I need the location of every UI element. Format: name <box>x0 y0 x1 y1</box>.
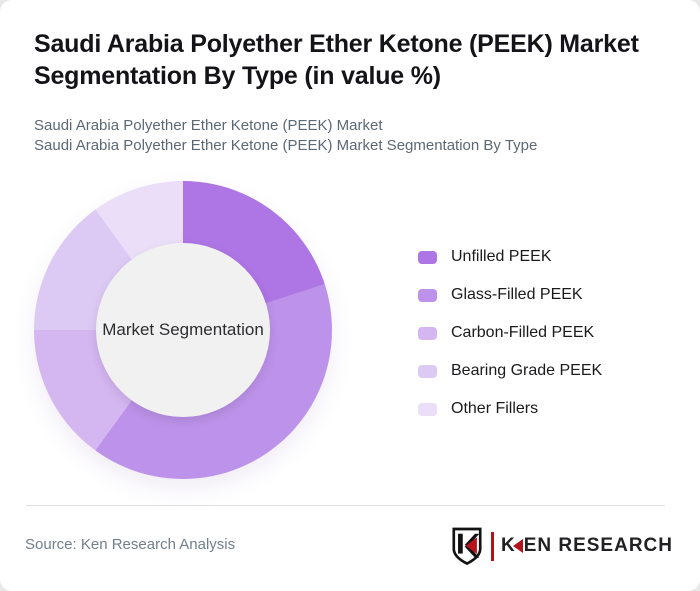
logo-separator <box>490 531 494 561</box>
donut-chart: Market Segmentation <box>34 181 332 479</box>
chart-subtitles: Saudi Arabia Polyether Ether Ketone (PEE… <box>34 116 654 155</box>
legend-item: Bearing Grade PEEK <box>418 361 602 381</box>
logo-wordmark-k: K <box>500 535 516 556</box>
ken-shield-icon <box>452 527 482 565</box>
legend-swatch <box>418 288 437 302</box>
footer-divider <box>26 505 665 506</box>
ken-research-logo: K EN RESEARCH <box>450 527 673 565</box>
subtitle-line-1: Saudi Arabia Polyether Ether Ketone (PEE… <box>34 117 383 134</box>
donut-center-label: Market Segmentation <box>102 320 264 339</box>
logo-wordmark: K EN RESEARCH <box>501 535 673 557</box>
legend-label: Glass-Filled PEEK <box>451 286 583 303</box>
red-triangle-icon <box>512 539 523 553</box>
legend-item: Other Fillers <box>418 399 602 419</box>
legend-swatch <box>418 364 437 378</box>
legend-item: Glass-Filled PEEK <box>418 285 602 305</box>
donut-center: Market Segmentation <box>96 243 270 417</box>
legend-label: Bearing Grade PEEK <box>451 362 603 379</box>
legend-item: Carbon-Filled PEEK <box>418 323 602 343</box>
subtitle-line-2: Saudi Arabia Polyether Ether Ketone (PEE… <box>34 136 538 154</box>
legend-swatch <box>418 326 437 340</box>
legend-label: Unfilled PEEK <box>451 248 552 265</box>
legend-swatch <box>418 250 437 264</box>
source-note: Source: Ken Research Analysis <box>25 536 236 553</box>
legend-label: Carbon-Filled PEEK <box>451 324 595 341</box>
legend-swatch <box>418 402 437 416</box>
legend-item: Unfilled PEEK <box>418 247 602 267</box>
chart-legend: Unfilled PEEK Glass-Filled PEEK Carbon-Fil… <box>418 247 602 419</box>
logo-wordmark-rest: EN RESEARCH <box>523 535 673 556</box>
legend-label: Other Fillers <box>451 400 539 417</box>
page-title: Saudi Arabia Polyether Ether Ketone (PEE… <box>34 30 639 90</box>
